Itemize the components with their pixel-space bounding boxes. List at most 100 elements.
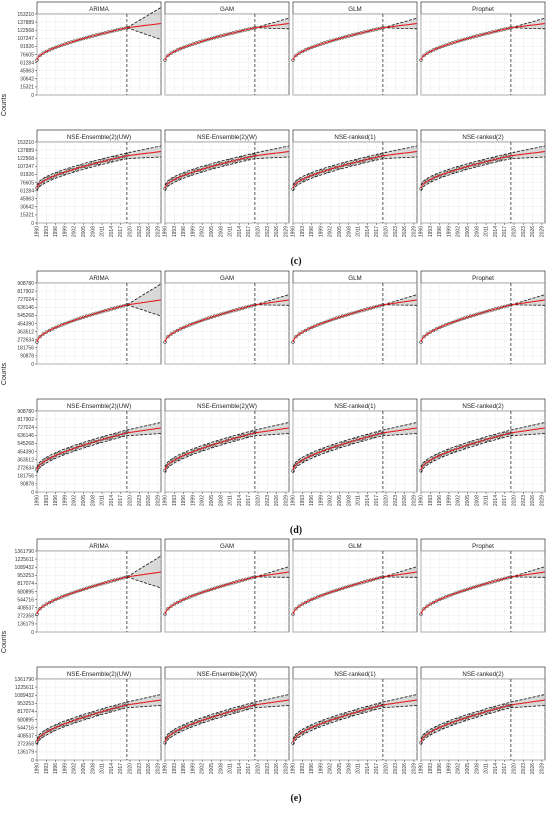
- ci-lower-line: [254, 27, 289, 30]
- x-tick-label: 2005: [465, 226, 471, 237]
- observed-point: [422, 53, 426, 58]
- y-tick-label: 30642: [20, 205, 34, 211]
- ci-lower-line: [510, 576, 545, 578]
- observed-point: [44, 49, 49, 54]
- observed-point: [50, 599, 55, 603]
- x-tick-label: 2005: [465, 763, 471, 774]
- ci-upper-line: [126, 283, 162, 305]
- observed-point: [38, 334, 42, 339]
- fitted-line: [292, 299, 418, 343]
- observed-point: [300, 458, 305, 463]
- y-tick-label: 817902: [17, 417, 34, 423]
- x-tick-label: 2011: [228, 226, 234, 237]
- x-tick-label: 2017: [118, 495, 124, 506]
- observed-point: [175, 328, 180, 333]
- fitted-line: [164, 299, 290, 343]
- observed-point: [291, 612, 295, 616]
- x-tick-label: 1999: [318, 226, 324, 237]
- x-tick-label: 1996: [181, 763, 187, 774]
- facet-title: NSE-Ensemble(2)(W): [197, 134, 257, 141]
- observed-point: [184, 324, 189, 328]
- observed-point: [175, 600, 180, 605]
- x-tick-label: 2023: [521, 226, 527, 237]
- observed-point: [188, 595, 192, 599]
- observed-point: [41, 460, 45, 465]
- y-tick-label: 153210: [17, 12, 34, 18]
- fitted-line: [164, 427, 290, 471]
- observed-point: [294, 181, 298, 186]
- x-tick-label: 2026: [530, 226, 536, 237]
- fitted-line: [164, 699, 290, 743]
- fitted-line: [292, 150, 418, 189]
- x-tick-label: 1996: [181, 226, 187, 237]
- x-tick-label: 2029: [155, 226, 161, 237]
- observed-point: [294, 334, 298, 339]
- y-tick-label: 136179: [17, 622, 34, 628]
- y-tick-label: 0: [31, 221, 34, 227]
- ci-lower-line: [292, 705, 418, 746]
- observed-point: [56, 324, 61, 328]
- facet-panel: GAM: [163, 1, 290, 96]
- x-tick-label: 1990: [419, 495, 425, 506]
- x-tick-label: 2029: [155, 763, 161, 774]
- observed-point: [163, 340, 167, 344]
- observed-point: [41, 179, 45, 184]
- observed-point: [294, 462, 298, 467]
- x-tick-label: 2029: [411, 226, 417, 237]
- x-tick-label: 2014: [493, 763, 499, 774]
- x-tick-label: 2002: [328, 763, 334, 774]
- fitted-line: [420, 299, 546, 343]
- figure-panel-2: ARIMA 0 136179 272358 408537 544716 680895 8170…: [1, 538, 546, 774]
- confidence-band: [165, 422, 289, 473]
- confidence-band: [165, 294, 289, 343]
- observed-point: [419, 340, 423, 344]
- x-tick-label: 2023: [393, 226, 399, 237]
- x-tick-label: 2026: [274, 495, 280, 506]
- x-tick-label: 2014: [237, 495, 243, 506]
- x-tick-label: 2026: [146, 763, 152, 774]
- observed-point: [431, 48, 436, 52]
- observed-point: [434, 327, 439, 331]
- x-tick-label: 2020: [512, 763, 518, 774]
- fitted-line: [164, 150, 290, 189]
- y-tick-label: 15321: [20, 213, 34, 219]
- ci-upper-line: [164, 145, 290, 186]
- x-tick-label: 1999: [62, 226, 68, 237]
- x-tick-label: 2017: [118, 226, 124, 237]
- fitted-line: [36, 571, 162, 615]
- x-tick-label: 2017: [374, 763, 380, 774]
- x-tick-label: 1993: [300, 763, 306, 774]
- facet-panel: GAM: [163, 270, 290, 365]
- observed-point: [41, 51, 45, 55]
- fitted-line: [36, 299, 162, 343]
- x-tick-label: 1993: [44, 495, 50, 506]
- observed-point: [309, 325, 314, 330]
- y-tick-label: 90878: [20, 482, 34, 488]
- observed-point: [47, 48, 52, 52]
- observed-point: [35, 340, 39, 344]
- x-tick-label: 2008: [90, 226, 96, 237]
- facet-panel: GLM: [291, 270, 418, 365]
- observed-point: [422, 334, 426, 339]
- x-tick-label: 2008: [346, 763, 352, 774]
- y-tick-label: 0: [31, 93, 34, 99]
- facet-title: Prophet: [472, 275, 494, 282]
- facet-panel: GLM: [291, 1, 418, 96]
- observed-point: [166, 735, 170, 740]
- x-tick-label: 2011: [484, 763, 490, 774]
- confidence-band: [37, 146, 161, 191]
- x-tick-label: 2011: [484, 495, 490, 506]
- y-tick-label: 61284: [20, 60, 34, 66]
- confidence-band: [421, 18, 545, 61]
- observed-point: [428, 49, 433, 54]
- fitted-line: [36, 150, 162, 189]
- ci-upper-line: [510, 566, 546, 577]
- x-tick-label: 2002: [456, 226, 462, 237]
- x-tick-label: 2023: [265, 226, 271, 237]
- y-tick-label: 107247: [17, 36, 34, 42]
- observed-point: [319, 321, 323, 326]
- confidence-band: [421, 422, 545, 473]
- ci-lower-line: [126, 27, 162, 40]
- observed-point: [294, 734, 298, 739]
- ci-upper-line: [36, 422, 162, 468]
